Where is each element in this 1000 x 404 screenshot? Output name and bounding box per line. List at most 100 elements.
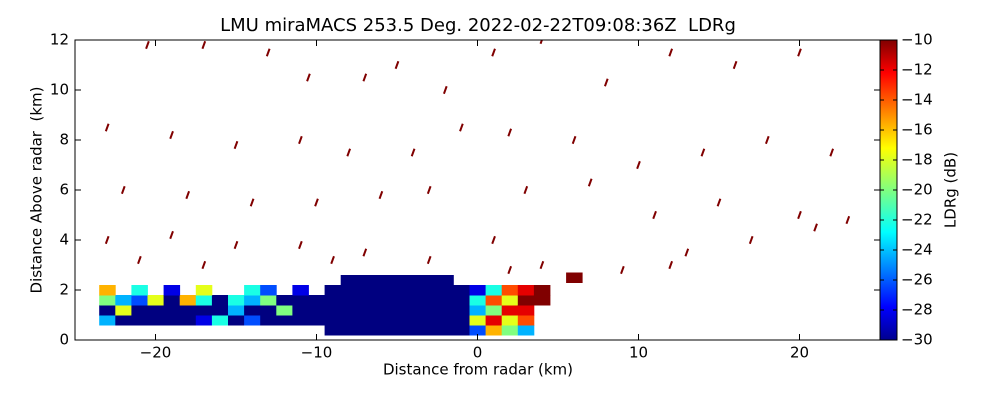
data-cell [169,230,174,240]
data-cell [437,305,454,316]
data-cell [405,305,422,316]
data-cell [491,48,496,57]
data-cell [485,325,503,336]
data-cell [131,315,148,326]
data-cell [501,315,519,326]
data-cell [668,260,674,270]
data-cell [244,285,261,296]
data-cell [179,305,197,316]
data-cell [485,285,503,296]
data-cell [453,295,470,306]
data-cell [99,295,116,306]
data-cell [115,295,132,306]
data-cell [507,265,513,275]
data-cell [356,295,374,306]
colorbar [880,40,897,340]
data-cell [244,315,261,326]
data-cell [501,305,519,316]
data-cell [120,185,126,195]
data-cell [104,235,110,245]
data-cell [389,295,406,306]
data-cell [469,315,486,326]
data-cell [104,123,110,132]
data-cell [517,295,535,306]
y-tick-label: 10 [50,81,69,99]
data-cell [426,185,432,195]
x-tick-label: −10 [301,344,333,362]
data-cell [453,325,470,336]
plot-area [99,40,851,336]
data-cell [324,305,342,316]
colorbar-tick-label: −20 [901,181,933,199]
data-cell [485,315,503,326]
data-cell [324,315,342,326]
data-cell [797,48,802,57]
colorbar-tick-label: −22 [901,211,933,229]
data-cell [244,305,261,316]
data-cell [700,148,706,157]
data-cell [260,285,277,296]
data-cell [211,305,229,316]
data-cell [260,305,277,316]
data-cell [389,325,406,336]
x-tick-label: 20 [790,344,809,362]
data-cell [185,190,191,200]
data-cell [292,295,309,306]
colorbar-tick-label: −18 [901,151,933,169]
data-cell [389,315,406,326]
data-cell [228,305,245,316]
data-cell [684,248,690,257]
data-cell [620,265,625,275]
data-cell [276,315,293,326]
data-cell [340,285,358,296]
data-cell [99,305,116,316]
data-cell [372,305,390,316]
x-tick-label: 0 [473,344,483,362]
data-cell [453,315,470,326]
data-cell [652,210,657,220]
data-cell [131,285,148,296]
colorbar-tick-label: −14 [901,91,933,109]
data-cell [340,295,358,306]
data-cell [469,305,486,316]
data-cell [437,325,454,336]
data-cell [249,198,255,207]
data-cell [453,285,470,296]
data-cell [389,285,406,296]
data-cell [603,78,609,87]
data-cell [485,305,503,316]
data-cell [394,60,400,70]
data-cell [571,135,577,145]
data-cell [115,305,132,316]
y-tick-label: 8 [59,131,69,149]
data-cell [233,240,239,250]
colorbar-tick-label: −12 [901,61,933,79]
data-cell [732,60,738,70]
data-cell [99,315,116,326]
data-cell [453,305,470,316]
data-cell [362,248,368,257]
data-cell [147,315,164,326]
data-cell [163,305,181,316]
data-cell [137,255,142,265]
data-cell [421,305,438,316]
x-tick-label: 10 [629,344,648,362]
data-cell [421,275,438,286]
data-cell [179,295,197,306]
data-cell [517,315,535,326]
data-cell [389,275,406,286]
chart-title: LMU miraMACS 253.5 Deg. 2022-02-22T09:08… [220,15,736,36]
data-cell [410,148,416,157]
colorbar-tick-label: −10 [901,31,933,49]
data-cell [533,285,551,296]
data-cell [324,295,342,306]
data-cell [501,325,519,336]
y-tick-label: 4 [59,231,69,249]
data-cell [276,305,293,316]
data-cell [491,235,496,245]
data-cell [845,215,851,225]
data-cell [145,40,150,50]
data-cell [405,275,422,286]
y-tick-label: 0 [59,331,69,349]
